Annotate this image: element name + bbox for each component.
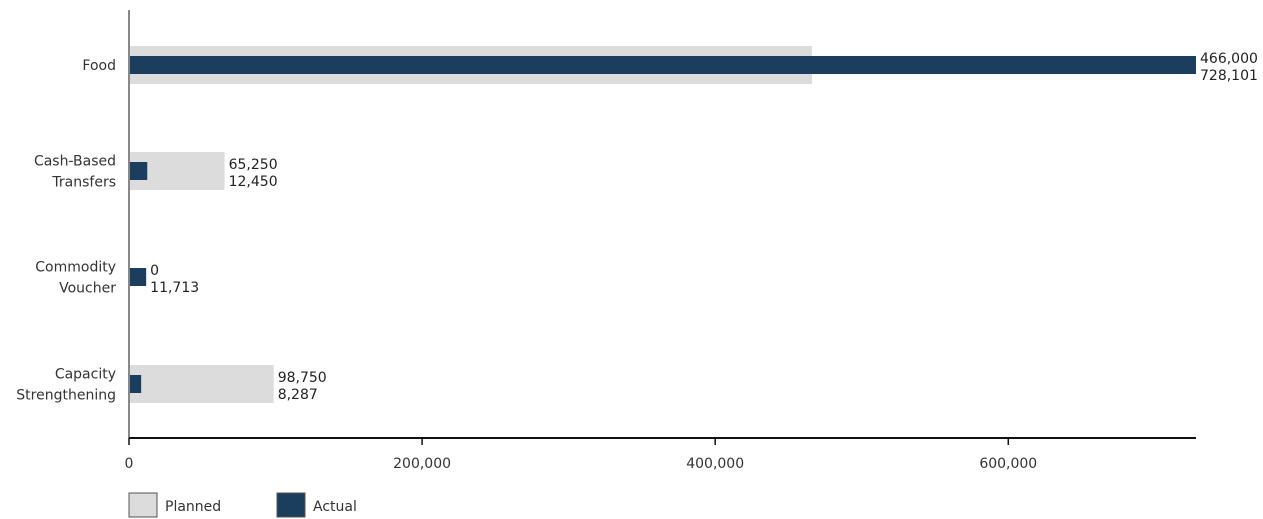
- category-label: Commodity: [35, 260, 116, 276]
- actual-value-label: 8,287: [278, 387, 318, 403]
- legend-label-planned: Planned: [165, 499, 221, 515]
- actual-value-label: 728,101: [1200, 68, 1258, 84]
- planned-bar: [129, 365, 274, 403]
- category-label: Food: [82, 58, 116, 74]
- legend-label-actual: Actual: [313, 499, 357, 515]
- actual-value-label: 11,713: [150, 280, 199, 296]
- actual-bar: [129, 162, 148, 180]
- legend-swatch-actual: [276, 492, 306, 518]
- category-label: Transfers: [51, 175, 116, 191]
- category-label: Voucher: [59, 281, 116, 297]
- actual-bar: [129, 375, 142, 393]
- planned-value-label: 98,750: [278, 370, 327, 386]
- x-tick-label: 0: [125, 456, 134, 472]
- planned-value-label: 466,000: [1200, 51, 1258, 67]
- x-tick-label: 600,000: [979, 456, 1037, 472]
- planned-value-label: 65,250: [229, 157, 278, 173]
- planned-value-label: 0: [150, 263, 159, 279]
- x-tick-label: 400,000: [686, 456, 744, 472]
- category-label: Strengthening: [16, 388, 116, 404]
- x-tick-label: 200,000: [393, 456, 451, 472]
- category-label: Capacity: [55, 367, 116, 383]
- actual-bar: [129, 268, 147, 286]
- actual-value-label: 12,450: [229, 174, 278, 190]
- actual-bar: [129, 56, 1196, 74]
- legend-swatch-planned: [128, 492, 158, 518]
- category-label: Cash-Based: [34, 154, 116, 170]
